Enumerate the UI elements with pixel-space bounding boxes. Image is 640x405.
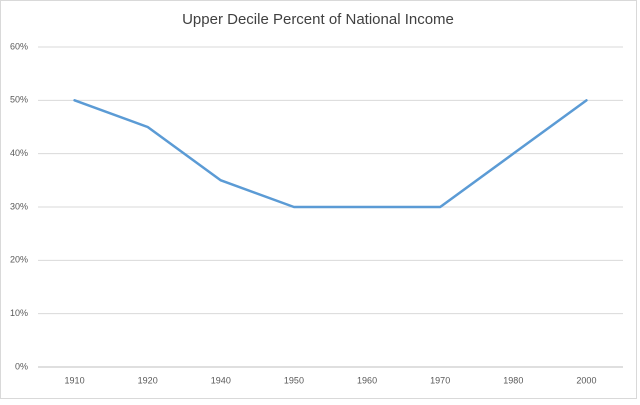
x-tick-label: 2000 [576,375,596,385]
x-tick-label: 1910 [65,375,85,385]
y-tick-label: 30% [10,201,28,211]
x-tick-label: 1940 [211,375,231,385]
x-tick-label: 1970 [430,375,450,385]
x-tick-label: 1950 [284,375,304,385]
y-tick-label: 60% [10,41,28,51]
y-tick-label: 0% [15,361,28,371]
chart-title: Upper Decile Percent of National Income [182,11,454,28]
data-line [73,99,588,209]
y-tick-label: 50% [10,95,28,105]
y-tick-label: 40% [10,148,28,158]
y-tick-label: 10% [10,308,28,318]
x-tick-label: 1920 [138,375,158,385]
x-tick-label: 1980 [503,375,523,385]
x-tick-label: 1960 [357,375,377,385]
y-tick-label: 20% [10,255,28,265]
